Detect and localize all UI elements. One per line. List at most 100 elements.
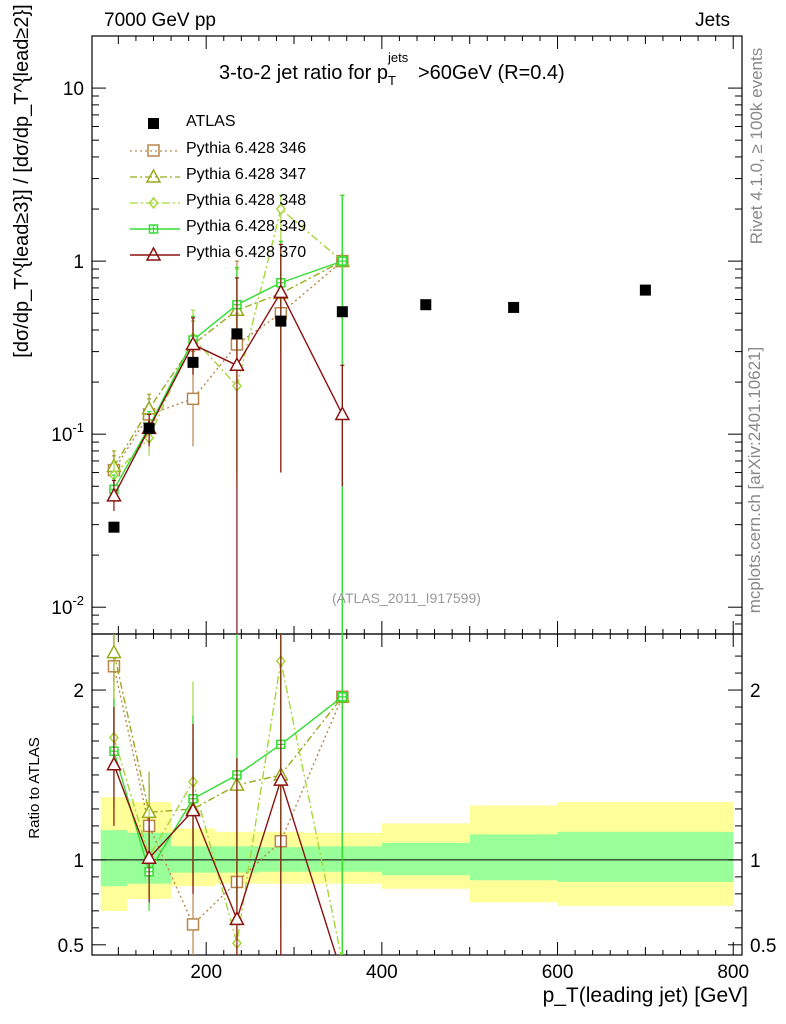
rivet-label: Rivet 4.1.0, ≥ 100k events — [747, 47, 766, 245]
series-4-ratio-line — [113, 764, 337, 955]
series-1-ratio-point-0 — [106, 644, 122, 659]
title-sup: jets — [387, 50, 409, 65]
series-0-ratio-line — [113, 666, 343, 926]
y-tick-label-0: 10 — [63, 79, 84, 100]
series-3-ratio-line — [113, 696, 343, 874]
atlas-point-6 — [420, 299, 432, 311]
series-4-ratio-point-1 — [141, 849, 157, 864]
series-0-point-2 — [186, 392, 200, 406]
series-4-ratio-point-4 — [273, 771, 289, 786]
legend-marker-348 — [130, 196, 180, 210]
legend-marker-349 — [130, 224, 180, 234]
y-tick-label-base-2: 10 — [51, 425, 72, 446]
series-4-line — [113, 290, 343, 497]
atlas-point-4 — [275, 315, 287, 327]
legend-label-349: Pythia 6.428 349 — [186, 218, 307, 235]
series-2-point-4 — [275, 202, 286, 216]
inner-band-8 — [557, 831, 734, 882]
y-tick-label-exp-3: -2 — [72, 593, 84, 608]
series-2-line — [113, 207, 343, 476]
header-process: 7000 GeV pp — [104, 10, 216, 31]
ratio-tick-label-left-1: 1 — [73, 851, 84, 872]
atlas-point-7 — [508, 301, 520, 313]
ratio-panel-series — [106, 634, 351, 980]
ratio-tick-label-left-2: 2 — [73, 681, 84, 702]
series-1-line — [113, 260, 343, 467]
y-tick-label-1: 1 — [73, 252, 84, 273]
atlas-point-1 — [143, 422, 155, 434]
legend-label-atlas: ATLAS — [186, 113, 236, 130]
series-3-ratio-point-5 — [337, 692, 348, 702]
y-ticks — [92, 35, 742, 635]
ratio-tick-label-right-1: 1 — [750, 851, 761, 872]
x-tick-label-800: 800 — [717, 962, 749, 983]
y-tick-label-base-3: 10 — [51, 598, 72, 619]
y-tick-label-3: 10-2 — [51, 593, 84, 619]
series-4-point-3 — [229, 356, 245, 372]
x-axis-label-text: p_T(leading jet) [GeV] — [542, 984, 748, 1007]
ratio-y-axis-label-text: Ratio to ATLAS — [26, 737, 43, 839]
legend-label-347: Pythia 6.428 347 — [186, 166, 307, 183]
mcplots-label: mcplots.cern.ch [arXiv:2401.10621] — [745, 346, 764, 614]
series-4-point-5 — [334, 405, 351, 421]
title-sub: T — [387, 73, 396, 88]
title-suffix: >60GeV (R=0.4) — [417, 62, 565, 84]
atlas-point-8 — [639, 284, 651, 296]
analysis-watermark: (ATLAS_2011_I917599) — [332, 590, 481, 606]
x-ticks — [117, 36, 734, 955]
ratio-tick-label-right-0.5: 0.5 — [750, 936, 776, 957]
legend-marker-346 — [130, 144, 180, 157]
inner-band-7 — [469, 834, 558, 881]
legend-label-370: Pythia 6.428 370 — [186, 244, 307, 261]
series-4-point-4 — [273, 283, 289, 299]
atlas-point-3 — [231, 328, 243, 340]
x-axis-label: p_T(leading jet) [GeV] — [543, 984, 748, 1008]
y-axis-label: [dσ/dp_T^{lead≥3}] / [dσ/dp_T^{lead≥2}] — [7, 0, 37, 381]
series-2-ratio-line — [113, 661, 342, 955]
legend-entry-348: Pythia 6.428 348 — [128, 191, 358, 215]
y-axis-label-text: [dσ/dp_T^{lead≥3}] / [dσ/dp_T^{lead≥2}] — [11, 4, 33, 358]
inner-band-0 — [100, 830, 128, 887]
ratio-y-axis-label: Ratio to ATLAS — [25, 718, 45, 858]
atlas-point-5 — [336, 306, 348, 318]
series-2-ratio-point-5 — [338, 957, 346, 967]
series-4-point-2 — [185, 335, 201, 351]
series-3-point-5 — [337, 256, 348, 266]
x-tick-label-600: 600 — [542, 962, 574, 983]
main-panel-series — [106, 194, 351, 634]
series-4-ratio-point-3 — [229, 910, 245, 926]
legend-marker-347 — [130, 168, 180, 183]
series-4-ratio-point-5 — [336, 968, 349, 980]
legend-entry-349: Pythia 6.428 349 — [128, 217, 358, 241]
ratio-y-ticks — [92, 655, 742, 946]
atlas-point-2 — [187, 356, 199, 368]
header-category: Jets — [695, 10, 730, 31]
atlas-point-0 — [108, 521, 120, 533]
series-4-ratio-point-0 — [106, 756, 122, 771]
legend-marker-atlas — [148, 118, 159, 129]
series-1-ratio-line — [113, 652, 343, 814]
legend-label-348: Pythia 6.428 348 — [186, 192, 307, 209]
legend-label-346: Pythia 6.428 346 — [186, 140, 307, 157]
series-4-point-0 — [106, 487, 122, 502]
title-prefix: 3-to-2 jet ratio for p — [219, 62, 388, 84]
legend-entry-370: Pythia 6.428 370 — [128, 243, 358, 267]
ratio-tick-label-left-0.5: 0.5 — [58, 936, 84, 957]
legend-entry-atlas: ATLAS — [128, 112, 358, 136]
chart-title: 3-to-2 jet ratio for p jets T >60GeV (R=0.4… — [219, 50, 565, 88]
series-0-ratio-point-2 — [186, 918, 200, 931]
series-4-ratio-point-2 — [185, 802, 201, 817]
legend-entry-346: Pythia 6.428 346 — [128, 139, 358, 163]
inner-band-6 — [381, 842, 470, 876]
y-tick-label-2: 10-1 — [51, 420, 84, 446]
atlas-data-points — [108, 284, 651, 533]
series-3-line — [113, 260, 343, 490]
ratio-tick-label-right-2: 2 — [750, 681, 761, 702]
y-tick-label-exp-2: -1 — [72, 420, 84, 435]
x-tick-label-200: 200 — [190, 962, 222, 983]
legend-entry-347: Pythia 6.428 347 — [128, 165, 358, 189]
legend-marker-370 — [130, 246, 180, 261]
x-tick-label-400: 400 — [366, 962, 398, 983]
